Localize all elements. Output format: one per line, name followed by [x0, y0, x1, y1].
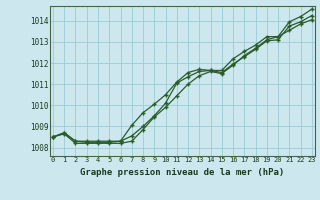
X-axis label: Graphe pression niveau de la mer (hPa): Graphe pression niveau de la mer (hPa): [80, 168, 284, 177]
